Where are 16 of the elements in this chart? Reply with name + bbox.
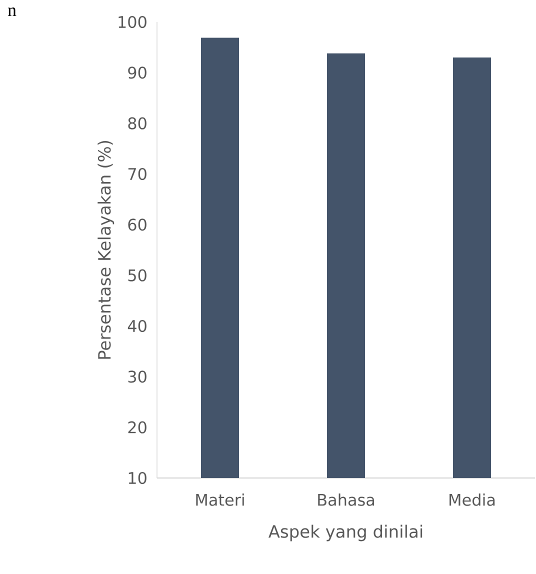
y-tick-label: 100 — [118, 16, 146, 28]
y-tick-label: 60 — [128, 218, 146, 231]
x-tick-label: Materi — [196, 494, 244, 506]
y-tick-label: 70 — [128, 168, 146, 180]
y-tick-label: 50 — [128, 269, 146, 282]
y-tick-label: 40 — [128, 320, 146, 332]
y-tick-label: 10 — [128, 472, 146, 484]
y-tick-label: 20 — [128, 421, 146, 434]
x-axis-title: Aspek yang dinilai — [268, 524, 422, 542]
y-tick-label: 30 — [128, 370, 146, 383]
x-tick-label: Bahasa — [318, 494, 374, 506]
y-tick-label: 90 — [128, 66, 146, 79]
text: n — [8, 8, 16, 16]
y-axis-title: Persentase Kelayakan (%) — [98, 141, 114, 359]
y-tick-label: 80 — [128, 117, 146, 130]
x-tick-label: Media — [450, 494, 495, 506]
